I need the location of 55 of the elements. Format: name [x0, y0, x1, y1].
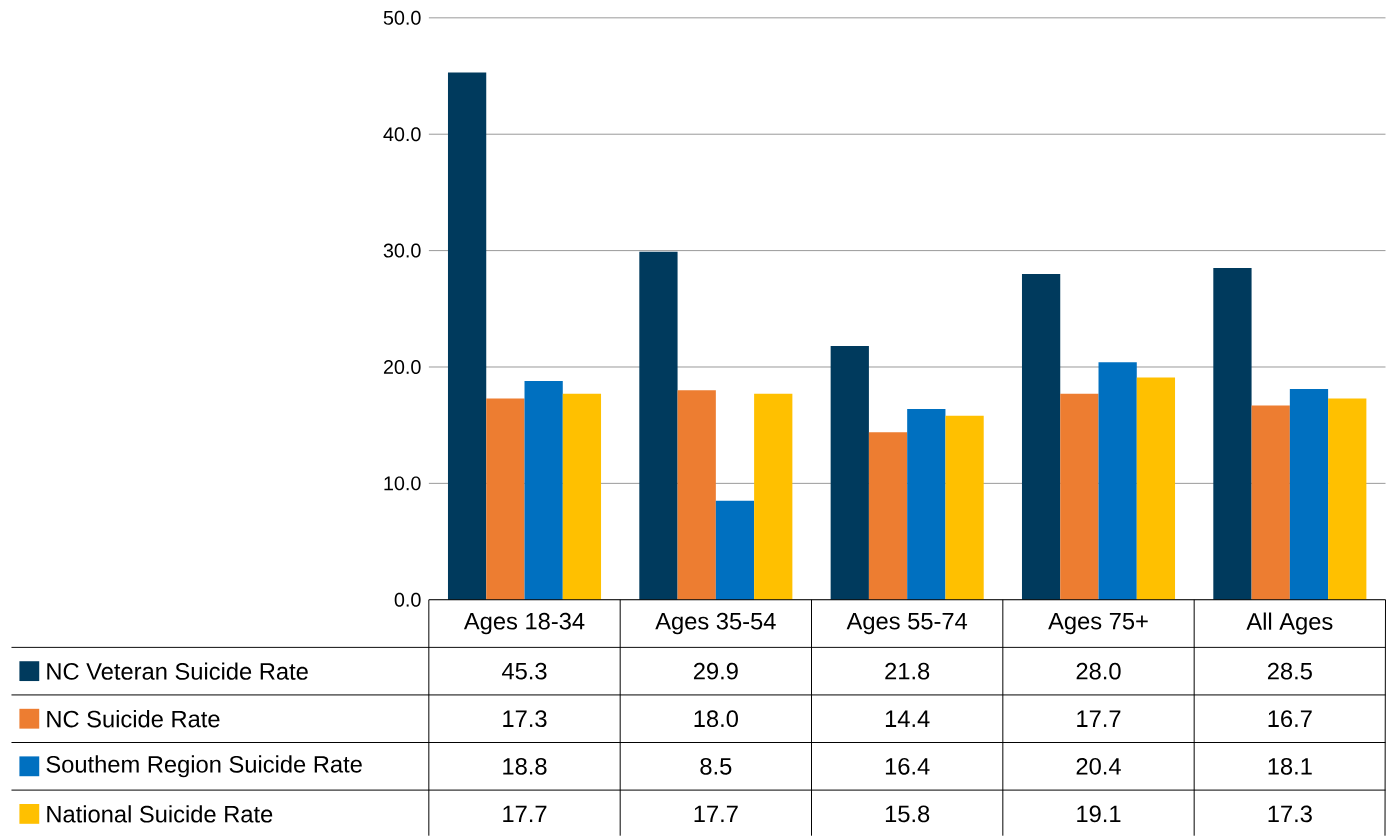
x-tick-label: Ages 75+: [1048, 613, 1148, 635]
data-label: 18.1: [1268, 758, 1312, 775]
bar: [1021, 274, 1061, 600]
data-label: 8.5: [700, 758, 732, 775]
bar: [1213, 268, 1252, 600]
data-label: 21.8: [885, 662, 930, 680]
x-tick-label: Ages 35-54: [655, 612, 776, 635]
data-label: 16.7: [1268, 710, 1312, 728]
bar: [868, 432, 908, 600]
data-label: 28.0: [1076, 662, 1121, 680]
y-tick-label: 40.0: [383, 127, 421, 142]
data-label: 14.4: [885, 710, 930, 728]
data-label: 45.3: [501, 662, 547, 680]
y-tick-label: 50.0: [383, 11, 421, 25]
data-label: 18.8: [503, 758, 547, 775]
y-tick-label: 10.0: [384, 476, 421, 491]
y-tick-label: 0.0: [394, 592, 421, 607]
y-tick-label: 30.0: [383, 243, 421, 258]
x-tick-label: All Ages: [1246, 612, 1333, 635]
legend-label: Southem Region Suicide Rate: [46, 755, 362, 778]
data-label: 18.0: [694, 710, 738, 728]
data-label: 19.1: [1077, 805, 1121, 823]
data-label: 15.8: [885, 805, 930, 823]
x-tick-label: Ages 18-34: [463, 612, 585, 635]
bar: [754, 393, 793, 600]
bar: [1328, 398, 1367, 600]
data-label: 17.7: [503, 805, 547, 823]
data-label: 17.3: [503, 710, 547, 728]
bar: [562, 393, 602, 600]
bar: [945, 416, 984, 600]
data-label: 16.4: [885, 758, 930, 775]
y-tick-label: 20.0: [383, 360, 421, 375]
bar: [677, 390, 716, 600]
bar: [830, 346, 869, 600]
bar: [715, 500, 755, 600]
bar: [1251, 405, 1290, 600]
data-label: 17.3: [1268, 805, 1312, 823]
data-label: 17.7: [694, 805, 738, 823]
bar: [524, 381, 563, 600]
legend-label: NC Veteran Suicide Rate: [47, 662, 308, 680]
bar: [1289, 389, 1329, 600]
data-label: 28.5: [1267, 662, 1312, 680]
x-tick-label: Ages 55-74: [846, 613, 968, 635]
data-label: 29.9: [693, 662, 738, 680]
bar: [1136, 377, 1176, 600]
data-label: 20.4: [1076, 758, 1121, 775]
data-label: 17.7: [1077, 710, 1121, 728]
bar: [447, 72, 487, 600]
bar: [486, 398, 525, 600]
bar: [907, 409, 946, 600]
bar: [639, 251, 678, 600]
bar: [1098, 362, 1137, 600]
bar: [1060, 393, 1099, 600]
legend-label: NC Suicide Rate: [47, 710, 220, 728]
legend-label: National Suicide Rate: [47, 805, 273, 823]
